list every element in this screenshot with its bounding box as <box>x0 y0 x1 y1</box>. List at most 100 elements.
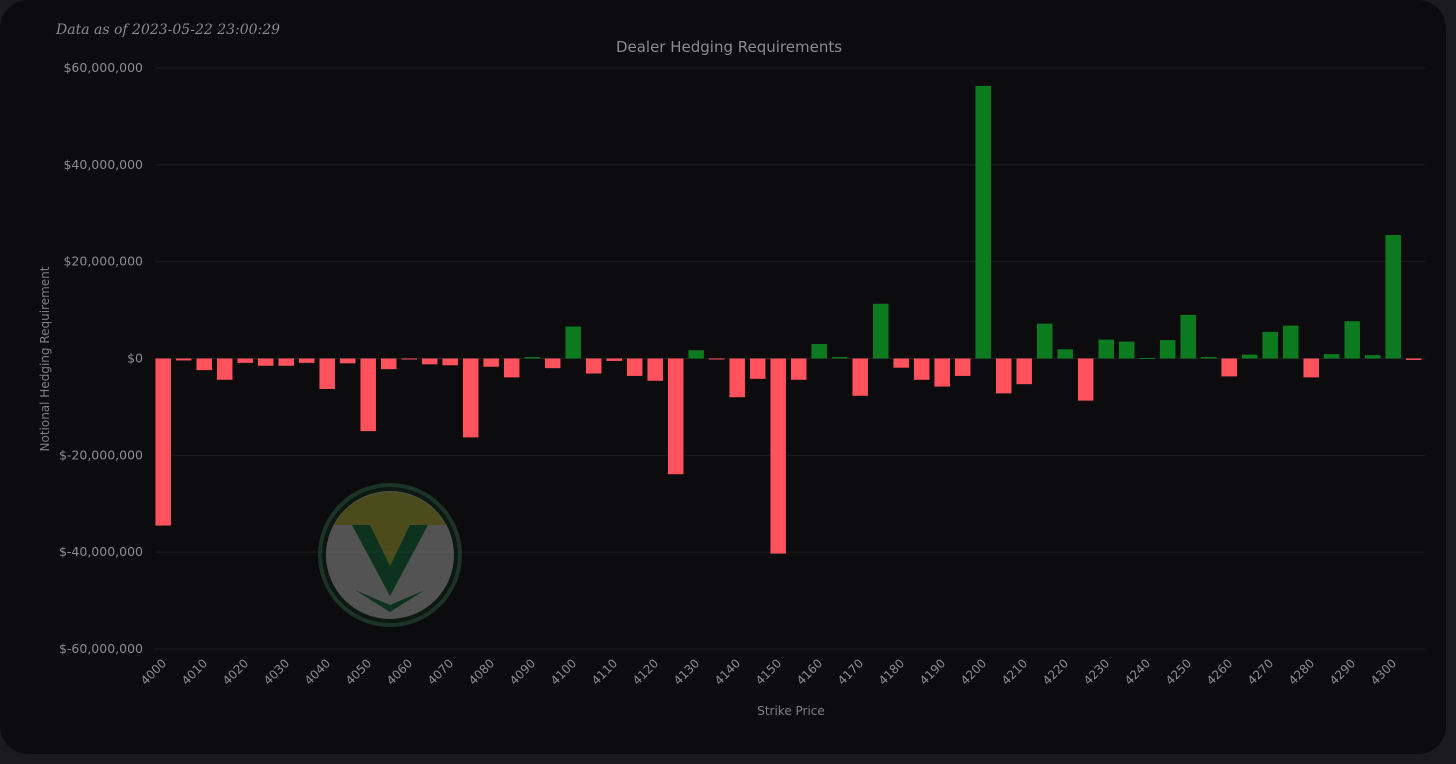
x-tick-label: 4070 <box>425 656 456 687</box>
chart-title: Dealer Hedging Requirements <box>616 38 842 56</box>
x-tick-label: 4280 <box>1286 656 1317 687</box>
bars <box>155 85 1422 554</box>
bar-strike-4045 <box>339 358 356 364</box>
bar-strike-4160 <box>811 343 827 359</box>
bar-strike-4220 <box>1057 349 1073 359</box>
x-tick-label: 4030 <box>261 656 292 687</box>
x-tick-label: 4020 <box>220 656 251 687</box>
bar-strike-4150 <box>770 358 786 554</box>
y-tick-label: $40,000,000 <box>63 157 143 172</box>
x-axis-label: Strike Price <box>757 704 825 718</box>
bar-strike-4015 <box>216 358 233 380</box>
bar-strike-4245 <box>1159 340 1176 359</box>
bar-strike-4035 <box>298 358 315 363</box>
bar-strike-4010 <box>196 358 212 371</box>
x-axis-ticks: 4000 4010 4020 4030 4040 4050 4060 4070 4080 4090… <box>138 656 1399 687</box>
x-tick-label: 4120 <box>630 656 661 687</box>
x-tick-label: 4110 <box>589 656 620 687</box>
bar-strike-4205 <box>995 358 1012 394</box>
bar-strike-4055 <box>380 358 397 370</box>
bar-strike-4200 <box>975 85 991 359</box>
bar-strike-4305 <box>1405 358 1422 360</box>
x-tick-label: 4010 <box>179 656 210 687</box>
bar-strike-4025 <box>257 358 274 366</box>
x-tick-label: 4170 <box>835 656 866 687</box>
x-tick-label: 4150 <box>753 656 784 687</box>
x-tick-label: 4090 <box>507 656 538 687</box>
bar-strike-4180 <box>893 358 909 368</box>
bar-strike-4300 <box>1385 235 1401 359</box>
x-tick-label: 4230 <box>1081 656 1112 687</box>
x-tick-label: 4270 <box>1245 656 1276 687</box>
x-tick-label: 4210 <box>999 656 1030 687</box>
x-tick-label: 4130 <box>671 656 702 687</box>
x-tick-label: 4000 <box>138 656 169 687</box>
bar-strike-4255 <box>1200 357 1217 359</box>
x-tick-label: 4140 <box>712 656 743 687</box>
x-tick-label: 4100 <box>548 656 579 687</box>
bar-strike-4295 <box>1364 355 1381 359</box>
x-tick-label: 4290 <box>1327 656 1358 687</box>
y-axis-label: Notional Hedging Requirement <box>38 266 52 451</box>
bar-strike-4145 <box>749 358 766 379</box>
data-timestamp: Data as of 2023-05-22 23:00:29 <box>56 22 281 38</box>
y-tick-label: $0 <box>127 351 143 366</box>
bar-strike-4140 <box>729 358 745 398</box>
bar-strike-4240 <box>1139 358 1155 360</box>
x-tick-label: 4220 <box>1040 656 1071 687</box>
bar-strike-4100 <box>565 326 581 359</box>
bar-strike-4105 <box>585 358 602 374</box>
bar-strike-4290 <box>1344 321 1360 359</box>
bar-strike-4020 <box>237 358 253 363</box>
x-tick-label: 4260 <box>1204 656 1235 687</box>
bar-strike-4130 <box>688 350 704 359</box>
bar-strike-4095 <box>544 358 561 369</box>
x-tick-label: 4300 <box>1368 656 1399 687</box>
bar-strike-4090 <box>524 357 540 359</box>
bar-strike-4030 <box>278 358 294 366</box>
x-tick-label: 4200 <box>958 656 989 687</box>
y-axis-ticks: $60,000,000 $40,000,000 $20,000,000 $0 $-20,… <box>59 60 143 656</box>
y-tick-label: $20,000,000 <box>63 254 143 269</box>
bar-strike-4050 <box>360 358 376 432</box>
y-tick-label: $60,000,000 <box>63 60 143 75</box>
bar-strike-4285 <box>1323 354 1340 359</box>
bar-strike-4165 <box>831 357 848 359</box>
x-tick-label: 4240 <box>1122 656 1153 687</box>
x-tick-label: 4050 <box>343 656 374 687</box>
y-tick-label: $-40,000,000 <box>59 544 143 559</box>
vw-style-v-logo-icon <box>318 483 462 627</box>
bar-strike-4185 <box>913 358 930 380</box>
bar-strike-4230 <box>1098 339 1114 359</box>
bar-strike-4125 <box>667 358 684 475</box>
bar-strike-4195 <box>954 358 971 376</box>
bar-strike-4085 <box>503 358 520 378</box>
bar-strike-4005 <box>175 358 192 361</box>
bar-strike-4190 <box>934 358 950 387</box>
y-tick-label: $-20,000,000 <box>59 447 143 462</box>
bar-strike-4135 <box>708 358 725 360</box>
bar-strike-4170 <box>852 358 868 396</box>
x-tick-label: 4080 <box>466 656 497 687</box>
x-tick-label: 4040 <box>302 656 333 687</box>
bar-strike-4235 <box>1118 341 1135 359</box>
x-tick-label: 4180 <box>876 656 907 687</box>
bar-strike-4155 <box>790 358 807 380</box>
bar-strike-4060 <box>401 358 417 360</box>
bar-strike-4210 <box>1016 358 1032 385</box>
x-tick-label: 4160 <box>794 656 825 687</box>
bar-strike-4175 <box>872 303 889 359</box>
bar-strike-4250 <box>1180 314 1196 359</box>
y-tick-label: $-60,000,000 <box>59 641 143 656</box>
bar-strike-4265 <box>1241 354 1258 359</box>
bar-strike-4000 <box>155 358 171 526</box>
bar-strike-4075 <box>462 358 479 438</box>
x-tick-label: 4060 <box>384 656 415 687</box>
bar-strike-4040 <box>319 358 335 390</box>
bar-strike-4275 <box>1282 325 1299 359</box>
bar-strike-4280 <box>1303 358 1319 378</box>
bar-strike-4115 <box>626 358 643 376</box>
bar-strike-4080 <box>483 358 499 367</box>
